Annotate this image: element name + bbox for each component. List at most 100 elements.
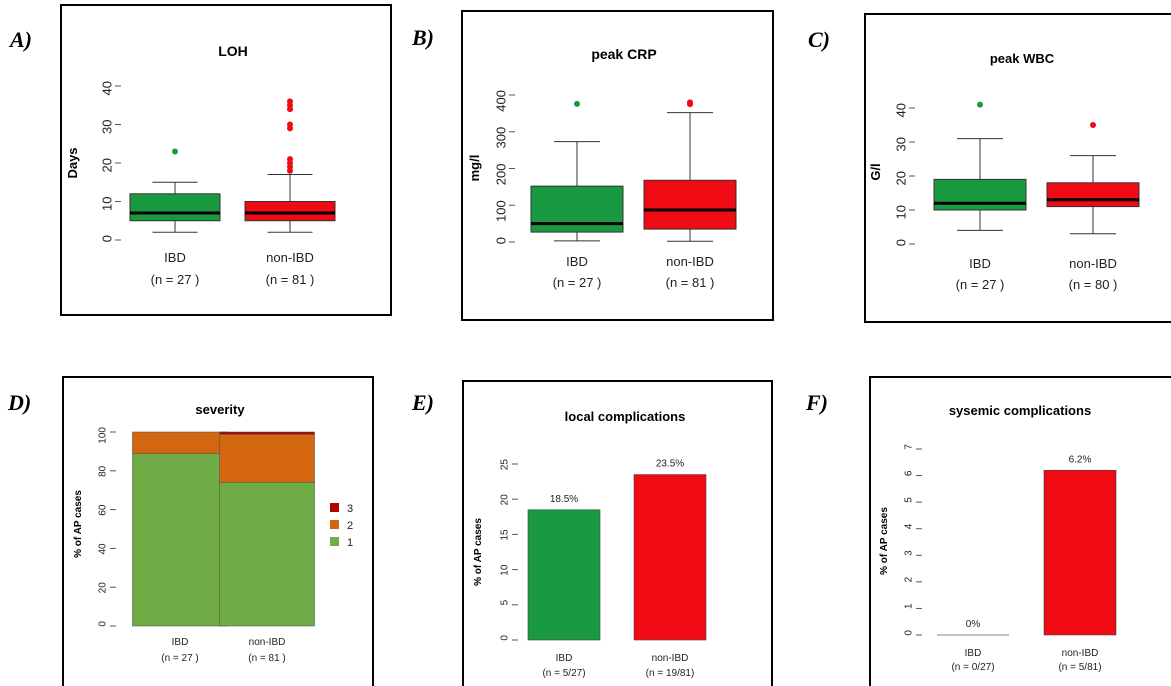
bar xyxy=(633,474,707,641)
y-axis-label: Days xyxy=(65,147,80,178)
category-label: IBD xyxy=(164,250,186,265)
box-iqr xyxy=(933,178,1027,211)
bar xyxy=(527,509,601,641)
y-tick-label: 15 xyxy=(500,529,511,541)
outlier-point xyxy=(287,98,293,105)
y-tick-label: 3 xyxy=(904,550,915,556)
sample-size-label: (n = 81 ) xyxy=(248,653,286,664)
chart-severity: severity % of AP cases 0 20 40 60 80 100 IBD (n =… xyxy=(73,402,353,664)
sample-size-label: (n = 5/81) xyxy=(1058,662,1101,673)
data-label: 23.5% xyxy=(656,459,684,470)
y-tick-label: 10 xyxy=(894,205,909,219)
legend-label: 3 xyxy=(347,503,353,515)
y-axis-label: % of AP cases xyxy=(473,518,484,586)
outlier-point xyxy=(172,148,178,155)
legend-label: 1 xyxy=(347,537,353,549)
bar-segment-severity-2 xyxy=(132,431,228,454)
outlier-point xyxy=(574,100,580,107)
sample-size-label: (n = 27 ) xyxy=(553,275,602,290)
sample-size-label: (n = 80 ) xyxy=(1069,277,1118,292)
chart-title: peak CRP xyxy=(591,46,656,62)
chart-systemic-complications: sysemic complications % of AP cases 0 1 2 3 4 5… xyxy=(879,403,1117,673)
legend-swatch xyxy=(330,503,339,512)
panel-e-frame xyxy=(462,380,773,686)
y-tick-label: 40 xyxy=(894,103,909,117)
sample-size-label: (n = 27 ) xyxy=(151,272,200,287)
sample-size-label: (n = 0/27) xyxy=(951,662,994,673)
panel-f-frame xyxy=(869,376,1171,686)
y-tick-label: 6 xyxy=(904,470,915,476)
box-iqr xyxy=(244,201,336,222)
y-tick-label: 5 xyxy=(904,497,915,503)
y-axis-label: G/l xyxy=(868,163,883,180)
panel-letter-a: A) xyxy=(8,27,32,52)
category-label: IBD xyxy=(566,254,588,269)
panel-c-frame xyxy=(864,13,1171,323)
data-label: 0% xyxy=(966,619,981,630)
sample-size-label: (n = 27 ) xyxy=(161,653,199,664)
y-tick-label: 4 xyxy=(904,523,915,529)
panel-letter-f: F) xyxy=(805,390,828,415)
panel-letter-d: D) xyxy=(7,390,31,415)
chart-local-complications: local complications % of AP cases 0 5 10 15 20… xyxy=(473,409,707,679)
panel-letter-b: B) xyxy=(411,25,434,50)
y-tick-label: 100 xyxy=(98,427,109,444)
outlier-point xyxy=(287,121,293,128)
y-tick-label: 20 xyxy=(98,582,109,594)
outlier-point xyxy=(687,99,693,106)
y-tick-label: 5 xyxy=(500,599,511,605)
y-tick-label: 25 xyxy=(500,459,511,471)
y-tick-label: 40 xyxy=(98,543,109,555)
data-label: 18.5% xyxy=(550,494,578,505)
panel-a-frame xyxy=(60,4,392,316)
sample-size-label: (n = 19/81) xyxy=(646,668,695,679)
y-tick-label: 10 xyxy=(500,564,511,576)
box-iqr xyxy=(530,185,624,233)
box-iqr xyxy=(129,193,221,222)
panel-letter-e: E) xyxy=(411,390,434,415)
y-tick-label: 400 xyxy=(494,90,509,112)
y-tick-label: 2 xyxy=(904,576,915,582)
legend-label: 2 xyxy=(347,520,353,532)
y-tick-label: 10 xyxy=(100,197,115,211)
sample-size-label: (n = 5/27) xyxy=(542,668,585,679)
panel-letter-c: C) xyxy=(808,27,830,52)
y-tick-label: 1 xyxy=(904,603,915,609)
chart-loh: LOH Days 0 10 20 30 40 IBD (n = 27 ) non-IBD (n = … xyxy=(65,43,336,287)
y-tick-label: 20 xyxy=(100,158,115,172)
category-label: non-IBD xyxy=(1062,648,1099,659)
outlier-point xyxy=(977,101,983,108)
category-label: non-IBD xyxy=(1069,256,1117,271)
bar xyxy=(1043,469,1117,636)
y-axis-label: % of AP cases xyxy=(73,490,84,558)
data-label: 6.2% xyxy=(1069,454,1092,465)
chart-title: sysemic complications xyxy=(949,403,1091,418)
category-label: IBD xyxy=(969,256,991,271)
category-label: non-IBD xyxy=(652,653,689,664)
y-tick-label: 0 xyxy=(894,239,909,246)
category-label: non-IBD xyxy=(266,250,314,265)
y-tick-label: 60 xyxy=(98,504,109,516)
box-iqr xyxy=(643,179,737,230)
chart-title: peak WBC xyxy=(990,51,1055,66)
y-tick-label: 30 xyxy=(100,120,115,134)
y-tick-label: 0 xyxy=(904,630,915,636)
sample-size-label: (n = 81 ) xyxy=(266,272,315,287)
y-tick-label: 40 xyxy=(100,81,115,95)
y-tick-label: 0 xyxy=(500,635,511,641)
y-tick-label: 0 xyxy=(98,621,109,627)
chart-peak-wbc: peak WBC G/l 0 10 20 30 40 IBD (n = 27 ) non-IBD (… xyxy=(868,51,1140,292)
y-axis-label: mg/l xyxy=(467,155,482,182)
bar-segment-severity-1 xyxy=(219,481,315,627)
sample-size-label: (n = 81 ) xyxy=(666,275,715,290)
chart-title: LOH xyxy=(218,43,248,59)
y-tick-label: 100 xyxy=(494,200,509,222)
chart-title: local complications xyxy=(565,409,686,424)
bar-segment-severity-3 xyxy=(219,431,315,435)
category-label: IBD xyxy=(965,648,982,659)
y-tick-label: 300 xyxy=(494,127,509,149)
y-tick-label: 200 xyxy=(494,164,509,186)
category-label: non-IBD xyxy=(666,254,714,269)
chart-peak-crp: peak CRP mg/l 0 100 200 300 400 IBD (n = 27 ) non… xyxy=(467,46,737,290)
